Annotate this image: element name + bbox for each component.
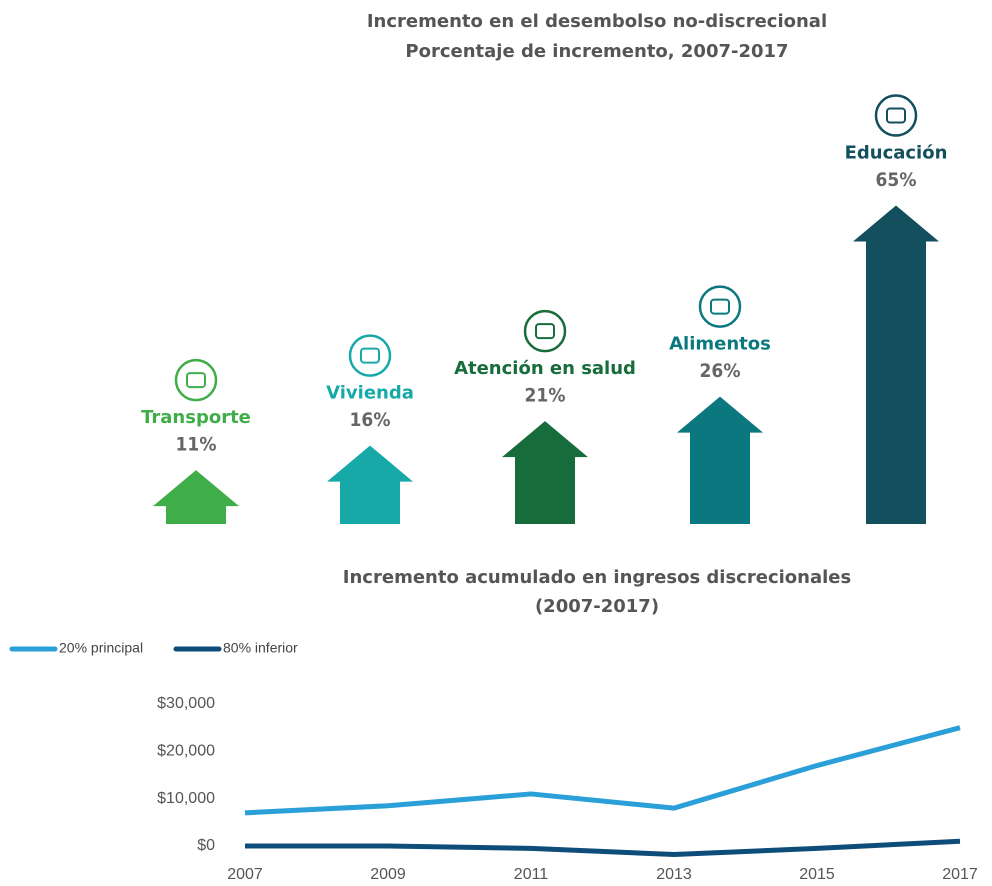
arrow <box>677 396 763 524</box>
value-label: 65% <box>876 169 917 191</box>
icon <box>698 285 742 328</box>
x-tick-label: 2013 <box>656 866 692 883</box>
icon <box>874 94 918 137</box>
x-tick-label: 2017 <box>942 866 978 883</box>
y-tick-label: $10,000 <box>157 790 215 807</box>
chart-subtitle: Porcentaje de incremento, 2007-2017 <box>405 41 788 62</box>
icon <box>174 358 218 402</box>
y-tick-label: $0 <box>197 837 215 854</box>
category-label: Educación <box>845 143 948 164</box>
category-label: Atención en salud <box>454 358 636 379</box>
icon <box>535 323 555 340</box>
arrow <box>153 470 239 524</box>
legend-label: 20% principal <box>59 640 143 656</box>
y-tick-label: $30,000 <box>157 695 215 712</box>
chart-subtitle: (2007-2017) <box>535 596 659 617</box>
icon <box>360 347 380 364</box>
value-label: 26% <box>700 360 741 382</box>
category-label: Vivienda <box>326 383 414 404</box>
chart-title: Incremento en el desembolso no-discrecio… <box>367 11 827 32</box>
x-tick-label: 2007 <box>227 866 263 883</box>
x-tick-label: 2015 <box>799 866 835 883</box>
x-tick-label: 2009 <box>370 866 406 883</box>
icon <box>186 372 206 389</box>
value-label: 11% <box>176 434 217 456</box>
category-label: Alimentos <box>669 334 771 355</box>
icon <box>523 309 567 353</box>
legend-label: 80% inferior <box>223 640 298 656</box>
y-tick-label: $20,000 <box>157 743 215 760</box>
value-label: 21% <box>525 385 566 407</box>
arrow <box>853 205 939 524</box>
icon <box>886 107 906 124</box>
chart-title: Incremento acumulado en ingresos discrec… <box>343 567 851 588</box>
value-label: 16% <box>350 409 391 431</box>
arrow <box>502 421 588 524</box>
icon <box>348 334 392 377</box>
arrow <box>327 445 413 524</box>
icon <box>710 298 730 315</box>
line <box>245 838 961 858</box>
x-tick-label: 2011 <box>514 866 549 883</box>
line <box>244 725 961 816</box>
category-label: Transporte <box>141 407 251 428</box>
